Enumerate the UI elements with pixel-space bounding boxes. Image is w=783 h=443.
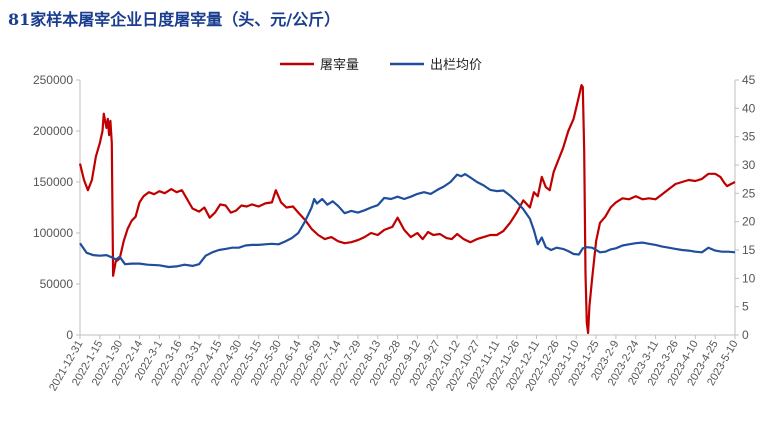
y-left-tick-label: 250000: [33, 73, 73, 87]
y-right-tick-label: 45: [742, 73, 756, 87]
y-right-tick-label: 20: [742, 215, 756, 229]
y-left-tick-label: 100000: [33, 226, 73, 240]
y-left-tick-label: 200000: [33, 124, 73, 138]
series-line-average-price: [79, 173, 736, 269]
series-layer: [78, 84, 736, 335]
legend-label-slaughter-volume: 屠宰量: [320, 57, 359, 73]
y-right-tick-label: 25: [742, 186, 756, 200]
y-right-tick-label: 30: [742, 158, 756, 172]
y-right-tick-label: 35: [742, 130, 756, 144]
y-right-tick-label: 40: [742, 101, 756, 115]
y-left-tick-label: 50000: [40, 277, 74, 291]
series-line-slaughter-volume: [78, 84, 736, 335]
chart-title: 81家样本屠宰企业日度屠宰量（头、元/公斤）: [8, 10, 341, 29]
y-right-tick-label: 5: [742, 300, 749, 314]
axes: 0 50000 100000 150000 200000 250000 0 5 10 15 20 25…: [33, 73, 756, 393]
y-right-tick-label: 15: [742, 243, 756, 257]
legend-label-average-price: 出栏均价: [430, 58, 482, 73]
y-right-tick-label: 10: [742, 271, 756, 285]
y-right-tick-label: 0: [742, 328, 749, 342]
y-left-tick-label: 0: [66, 328, 73, 342]
legend: 屠宰量 出栏均价: [280, 57, 482, 73]
y-left-tick-label: 150000: [33, 175, 73, 189]
